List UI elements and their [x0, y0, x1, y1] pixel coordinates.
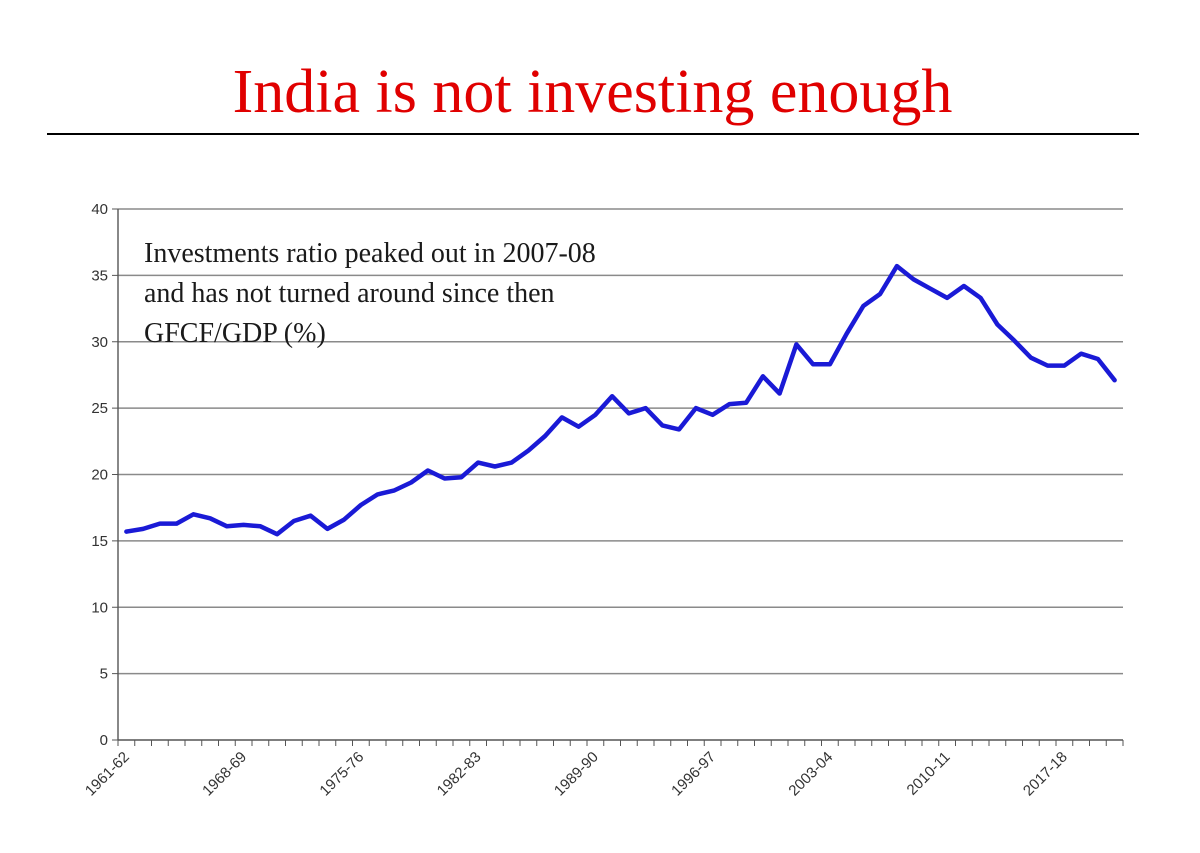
x-tick-label: 1968-69 [199, 749, 250, 800]
x-tick-label: 2010-11 [904, 749, 954, 799]
y-tick-label: 15 [91, 533, 108, 550]
x-tick-label: 2003-04 [785, 749, 836, 800]
y-tick-label: 35 [91, 267, 108, 284]
x-tick-label: 2017-18 [1020, 749, 1071, 800]
y-tick-label: 5 [100, 666, 108, 683]
x-tick-label: 1989-90 [551, 749, 602, 800]
y-tick-label: 20 [91, 467, 108, 484]
y-tick-label: 0 [100, 732, 108, 749]
y-tick-label: 40 [91, 201, 108, 218]
x-tick-label: 1961-62 [82, 749, 133, 800]
x-tick-label: 1996-97 [668, 749, 719, 800]
series-line-gfcf-gdp [124, 263, 1117, 537]
series-layer [124, 263, 1117, 537]
x-tick-label: 1982-83 [434, 749, 485, 800]
y-tick-labels: 0 5 10 15 20 25 30 35 40 [91, 201, 108, 749]
annotation-line: and has not turned around since then [144, 278, 555, 309]
y-tick-label: 10 [91, 599, 108, 616]
slide-title: India is not investing enough [232, 58, 953, 126]
x-tick-labels: 1961-62 1968-69 1975-76 1982-83 1989-90 1996-… [82, 749, 1071, 800]
y-tick-label: 25 [91, 400, 108, 417]
title-rule [47, 133, 1139, 135]
annotation-line: GFCF/GDP (%) [144, 318, 326, 349]
annotation-line: Investments ratio peaked out in 2007-08 [144, 238, 596, 269]
grid-lines [118, 208, 1123, 675]
x-tick-label: 1975-76 [316, 749, 367, 800]
axes [112, 208, 1124, 746]
chart-annotation: Investments ratio peaked out in 2007-08 a… [144, 238, 596, 349]
y-tick-label: 30 [91, 334, 108, 351]
